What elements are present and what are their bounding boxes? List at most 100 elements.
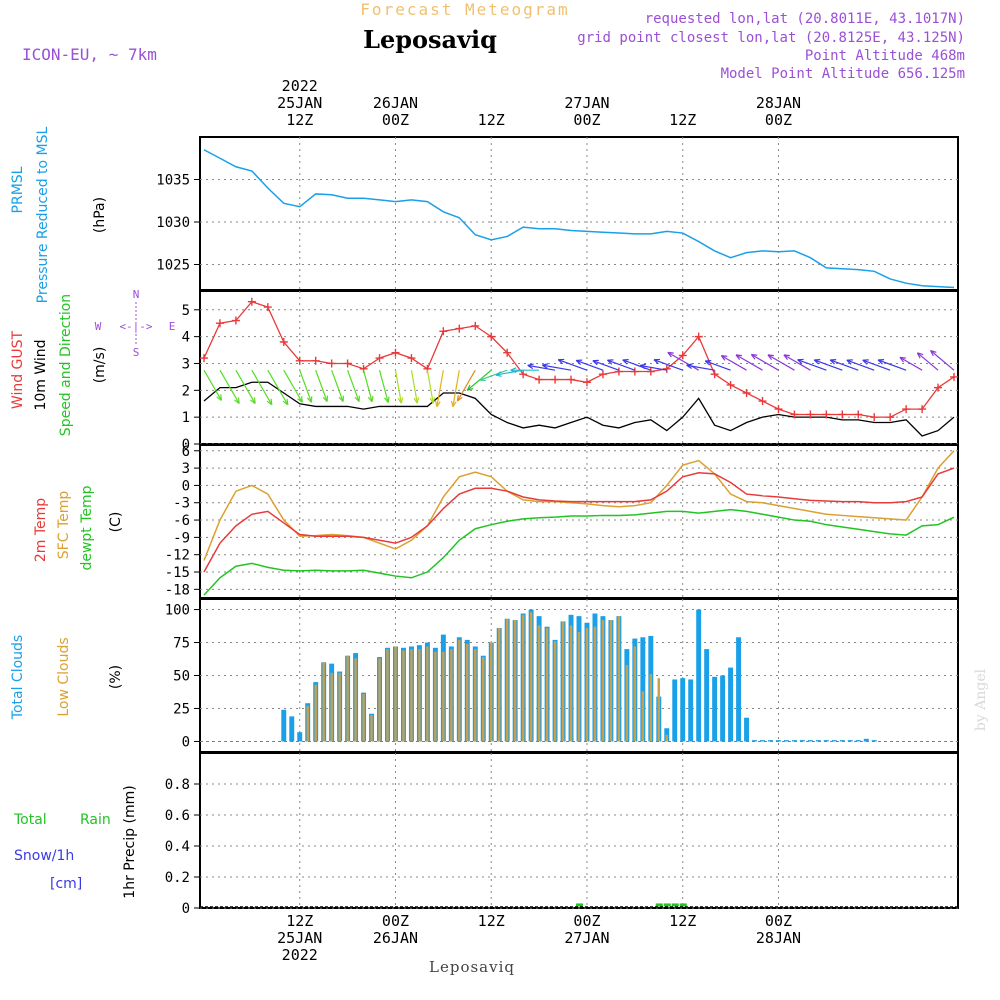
gust-marker	[311, 356, 320, 365]
gust-marker	[902, 405, 911, 414]
wind-arrow	[576, 359, 604, 371]
wind-speed-line	[203, 381, 955, 437]
bottom-axis-label: 00Z	[765, 912, 792, 930]
low-cloud-bar	[402, 650, 405, 742]
low-cloud-bar	[657, 678, 661, 742]
prmsl-label: PRMSL	[10, 166, 26, 213]
wind-arrow-head	[930, 349, 937, 357]
low-cloud-bar	[497, 628, 501, 742]
gust-marker	[886, 413, 895, 422]
total-cloud-bar	[863, 738, 869, 742]
wind-arrow	[495, 369, 524, 376]
wind-arrow-head	[216, 394, 223, 401]
wind-arrow-head	[434, 400, 441, 408]
total-cloud-bar	[799, 740, 805, 742]
gust-marker	[758, 397, 767, 406]
low-cloud-bar	[338, 672, 341, 742]
wind-arrow-head	[704, 360, 712, 366]
wind-arrow	[542, 364, 572, 371]
total-cloud-bar	[281, 709, 287, 742]
gust-marker	[870, 413, 879, 422]
wind-arrow	[299, 369, 312, 403]
gust-marker	[918, 405, 927, 414]
low-cloud-bar	[633, 646, 637, 742]
panel-0: 1025 1030 1035	[156, 136, 959, 291]
panel-3: 0 25 50 75 100	[165, 598, 959, 753]
total-cloud-bar	[847, 740, 853, 742]
panel-1: 0 1 2 3 4 5	[182, 290, 959, 453]
bottom-axis-label: 2022	[282, 946, 318, 964]
rain-bar	[671, 903, 679, 907]
low-cloud-bar	[418, 649, 421, 742]
y-tick-label: 75	[173, 636, 190, 652]
total-cloud-bar	[823, 740, 829, 742]
low-cloud-bar	[513, 620, 517, 742]
gust-marker	[263, 303, 272, 312]
total-cloud-bar	[839, 740, 845, 742]
wind-dir-label: Speed and Direction	[58, 294, 74, 436]
model-altitude: Model Point Altitude 656.125m	[721, 66, 965, 82]
wind-arrow	[705, 360, 731, 371]
wind-arrow-head	[622, 359, 629, 365]
gust-marker	[694, 332, 703, 341]
bottom-axis-label: 00Z	[573, 912, 600, 930]
wind-arrow-head	[527, 363, 534, 370]
total-cloud-bar	[752, 740, 758, 742]
y-tick-label: 1030	[156, 215, 190, 231]
total-cloud-bar	[871, 740, 877, 742]
wind-arrow-head	[510, 367, 517, 374]
wind-arrow	[653, 359, 683, 371]
gust-marker	[950, 372, 959, 381]
wind-unit: (m/s)	[92, 347, 108, 384]
wind-arrow-head	[750, 353, 758, 360]
low-cloud-bar	[593, 626, 597, 742]
top-axis-label: 27JAN	[564, 94, 609, 112]
total-label: Total	[13, 812, 47, 828]
sfc-temp-label: SFC Temp	[56, 491, 72, 560]
gust-marker	[343, 359, 352, 368]
wind-arrow-head	[413, 397, 420, 404]
top-axis-label: 28JAN	[756, 94, 801, 112]
wind-arrow	[456, 369, 476, 402]
y-tick-label: 50	[173, 669, 190, 685]
wind-arrow-head	[282, 398, 289, 406]
panel-frame	[199, 136, 959, 291]
total-cloud-bar	[672, 679, 678, 742]
wind-arrow-head	[306, 396, 313, 403]
low-cloud-bar	[394, 646, 397, 742]
wind-arrow	[362, 370, 373, 402]
total-cloud-bar	[736, 637, 742, 742]
wind-arrow	[203, 369, 222, 401]
gust-marker	[614, 367, 623, 376]
low-cloud-bar	[346, 655, 349, 742]
wind-arrow-head	[297, 396, 303, 403]
y-tick-label: 0	[182, 437, 190, 453]
snow-unit: [cm]	[50, 876, 82, 892]
gust-marker	[822, 410, 831, 419]
gust-marker	[247, 297, 256, 306]
gust-marker	[215, 319, 224, 328]
gust-marker	[407, 354, 416, 363]
wind-arrow	[667, 351, 699, 371]
gust-marker	[646, 367, 655, 376]
wind-arrow-head	[686, 363, 693, 370]
top-axis-label: 00Z	[765, 111, 792, 129]
gust-marker	[535, 375, 544, 384]
low-cloud-bar	[450, 649, 453, 742]
gust-marker	[567, 375, 576, 384]
low-cloud-bar	[378, 658, 381, 742]
total-cloud-bar	[744, 717, 750, 742]
total-cloud-bar	[289, 716, 295, 742]
low-cloud-bar	[458, 639, 461, 742]
wind-arrow	[735, 354, 763, 371]
low-cloud-bar	[577, 631, 581, 742]
wind-arrow-head	[639, 363, 647, 370]
gust-marker	[854, 410, 863, 419]
gust-marker	[582, 378, 591, 387]
wind-arrow	[877, 359, 907, 371]
top-axis-label: 26JAN	[373, 94, 418, 112]
wind-arrow-head	[466, 384, 474, 391]
low-cloud-bar	[426, 646, 429, 742]
bottom-axis-label: 26JAN	[373, 929, 418, 947]
total-cloud-bar	[776, 740, 781, 742]
